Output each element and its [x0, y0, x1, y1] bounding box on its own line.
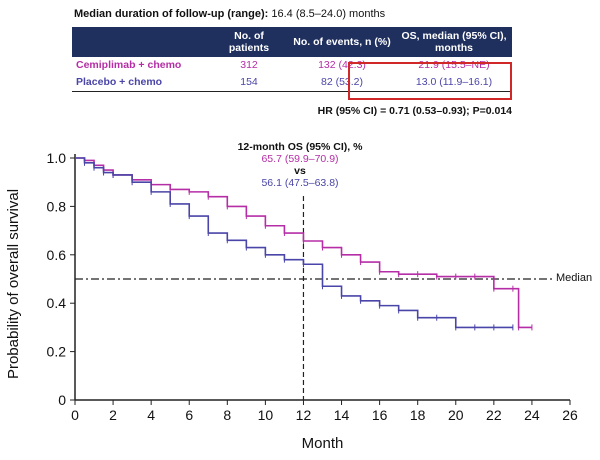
followup-line: Median duration of follow-up (range): 16… [74, 8, 385, 20]
x-tick-label: 16 [372, 407, 388, 423]
y-tick-label: 0.2 [47, 344, 67, 360]
y-tick-label: 1.0 [47, 150, 67, 166]
x-tick-label: 22 [486, 407, 502, 423]
table-header-events: No. of events, n (%) [288, 27, 396, 57]
patients-count: 154 [210, 74, 288, 92]
table-header-patients: No. of patients [210, 27, 288, 57]
os-annotation: 12-month OS (95% CI), % 65.7 (59.9–70.9)… [230, 141, 370, 189]
hazard-ratio: HR (95% CI) = 0.71 (0.53–0.93); P=0.014 [317, 105, 512, 117]
patients-count: 312 [240, 59, 258, 71]
annotation-cemi: 65.7 (59.9–70.9) [261, 153, 339, 165]
followup-label: Median duration of follow-up (range): [74, 8, 269, 20]
table-header-os: OS, median (95% CI), months [396, 27, 512, 57]
x-tick-label: 14 [334, 407, 350, 423]
x-axis-label: Month [302, 435, 344, 452]
table-header-arm [72, 27, 210, 57]
x-tick-label: 26 [562, 407, 578, 423]
events-count: 82 (53.2) [288, 74, 396, 92]
table-row-placebo: Placebo + chemo 154 82 (53.2) 13.0 (11.9… [72, 74, 512, 92]
annotation-title: 12-month OS (95% CI), % [237, 141, 363, 153]
y-axis-label: Probability of overall survival [5, 189, 22, 379]
x-tick-label: 18 [410, 407, 426, 423]
x-tick-label: 2 [109, 407, 117, 423]
median-label: Median [556, 272, 593, 284]
y-tick-label: 0.4 [47, 295, 67, 311]
os-highlight-box [348, 62, 512, 100]
y-tick-label: 0.8 [47, 198, 67, 214]
followup-value: 16.4 (8.5–24.0) months [271, 8, 386, 20]
x-tick-label: 6 [185, 407, 193, 423]
annotation-placebo: 56.1 (47.5–63.8) [261, 177, 339, 189]
x-tick-label: 4 [147, 407, 155, 423]
table-header-row: No. of patients No. of events, n (%) OS,… [72, 27, 512, 57]
os-median: 13.0 (11.9–16.1) [396, 74, 512, 92]
y-tick-label: 0.6 [47, 247, 67, 263]
x-tick-label: 0 [71, 407, 79, 423]
arm-name: Cemiplimab + chemo [76, 59, 182, 71]
x-tick-label: 20 [448, 407, 464, 423]
y-tick-label: 0 [58, 392, 66, 408]
x-tick-label: 10 [258, 407, 274, 423]
annotation-vs: vs [294, 165, 306, 177]
arm-name: Placebo + chemo [72, 74, 210, 92]
x-tick-label: 8 [223, 407, 231, 423]
x-tick-label: 12 [296, 407, 312, 423]
summary-table: No. of patients No. of events, n (%) OS,… [72, 27, 512, 92]
x-tick-label: 24 [524, 407, 540, 423]
